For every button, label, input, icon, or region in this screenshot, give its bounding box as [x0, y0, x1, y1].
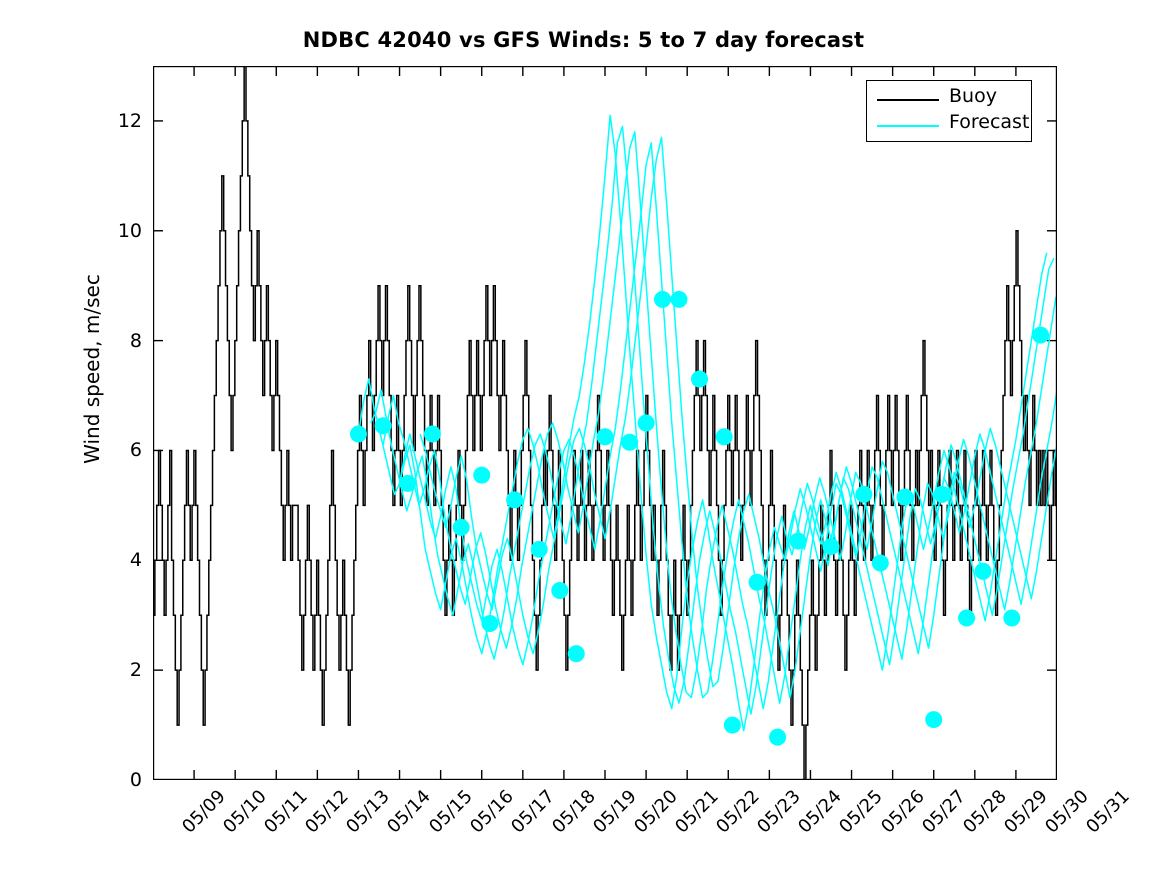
forecast-series [357, 114, 1057, 732]
chart-title: NDBC 42040 vs GFS Winds: 5 to 7 day fore… [302, 28, 865, 52]
legend-swatch-forecast [877, 125, 939, 127]
y-axis-tick-labels: 0 2 4 6 8 10 12 [90, 66, 142, 791]
legend-label-forecast: Forecast [949, 111, 1030, 133]
forecast-marker-point [654, 290, 672, 308]
forecast-marker-point [925, 711, 943, 729]
forecast-marker-point [1032, 326, 1050, 344]
forecast-marker-point [551, 582, 569, 600]
forecast-marker-point [723, 716, 741, 734]
x-tick-label: 05/10 [219, 786, 271, 838]
forecast-marker-point [506, 491, 524, 509]
forecast-marker-point [481, 614, 499, 632]
forecast-run-4 [419, 136, 1057, 699]
forecast-marker-point [374, 417, 392, 435]
plot-area [153, 66, 1057, 780]
x-tick-label: 05/17 [506, 786, 559, 838]
x-axis-tick-labels: 05/09 05/10 05/11 05/12 05/13 05/14 05/15 05/16… [0, 780, 1167, 875]
forecast-marker-point [567, 645, 585, 663]
buoy-series [153, 66, 1057, 780]
buoy-line [153, 66, 1057, 780]
x-tick-label: 05/19 [589, 786, 641, 838]
x-tick-label: 05/12 [301, 786, 353, 838]
forecast-marker-point [974, 562, 992, 580]
forecast-marker-point [871, 554, 889, 572]
forecast-marker-point [399, 474, 417, 492]
forecast-marker-point [933, 485, 951, 503]
forecast-marker-point [822, 538, 840, 556]
x-tick-label: 05/15 [424, 786, 477, 838]
forecast-marker-point [1003, 609, 1021, 627]
legend-item-forecast[interactable]: Forecast [867, 111, 1033, 139]
x-tick-label: 05/28 [958, 786, 1011, 838]
x-tick-label: 05/14 [383, 786, 436, 838]
y-tick-label: 0 [129, 769, 142, 791]
x-tick-label: 05/18 [548, 786, 600, 838]
x-tick-label: 05/26 [876, 786, 929, 838]
x-tick-label: 05/22 [712, 786, 764, 838]
forecast-marker-point [423, 425, 441, 443]
x-tick-label: 05/25 [835, 786, 888, 838]
x-tick-label: 05/16 [465, 786, 518, 838]
forecast-marker-point [621, 433, 639, 451]
x-tick-label: 05/23 [753, 786, 805, 838]
y-tick-label: 2 [129, 659, 142, 682]
y-tick-label: 12 [117, 109, 142, 132]
forecast-run-3 [398, 142, 1057, 704]
y-tick-label: 10 [117, 219, 142, 242]
forecast-run-0 [357, 114, 1048, 732]
forecast-marker-point [530, 540, 548, 558]
legend-swatch-buoy [877, 99, 939, 101]
forecast-marker-point [670, 290, 688, 308]
x-tick-label: 05/30 [1041, 786, 1093, 838]
x-tick-label: 05/11 [260, 786, 312, 838]
forecast-marker-point [349, 425, 367, 443]
y-tick-label: 8 [129, 329, 142, 352]
x-tick-label: 05/31 [1082, 786, 1134, 838]
x-tick-label: 05/29 [1000, 786, 1052, 838]
forecast-marker-point [855, 485, 873, 503]
forecast-marker-point [789, 532, 807, 550]
forecast-marker-point [596, 428, 614, 446]
x-tick-label: 05/20 [630, 786, 682, 838]
legend-label-buoy: Buoy [949, 85, 997, 107]
x-tick-label: 05/13 [342, 786, 395, 838]
forecast-marker-point [715, 428, 733, 446]
forecast-marker-point [452, 518, 470, 536]
y-tick-label: 6 [129, 439, 142, 462]
chart-canvas [153, 66, 1057, 780]
forecast-marker-point [958, 609, 976, 627]
forecast-marker-point [748, 573, 766, 591]
forecast-marker-point [473, 466, 491, 484]
forecast-marker-points [349, 290, 1050, 746]
forecast-marker-point [691, 370, 709, 388]
forecast-marker-point [769, 728, 787, 746]
x-tick-label: 05/21 [671, 786, 723, 838]
plot-border [153, 66, 1057, 780]
forecast-marker-point [637, 414, 655, 432]
forecast-marker-point [896, 488, 914, 506]
chart-legend[interactable]: Buoy Forecast [866, 80, 1032, 142]
x-tick-label: 05/24 [794, 786, 847, 838]
y-tick-label: 4 [129, 549, 142, 572]
legend-item-buoy[interactable]: Buoy [867, 85, 1033, 113]
x-tick-label: 05/09 [178, 786, 230, 838]
x-tick-label: 05/27 [917, 786, 970, 838]
